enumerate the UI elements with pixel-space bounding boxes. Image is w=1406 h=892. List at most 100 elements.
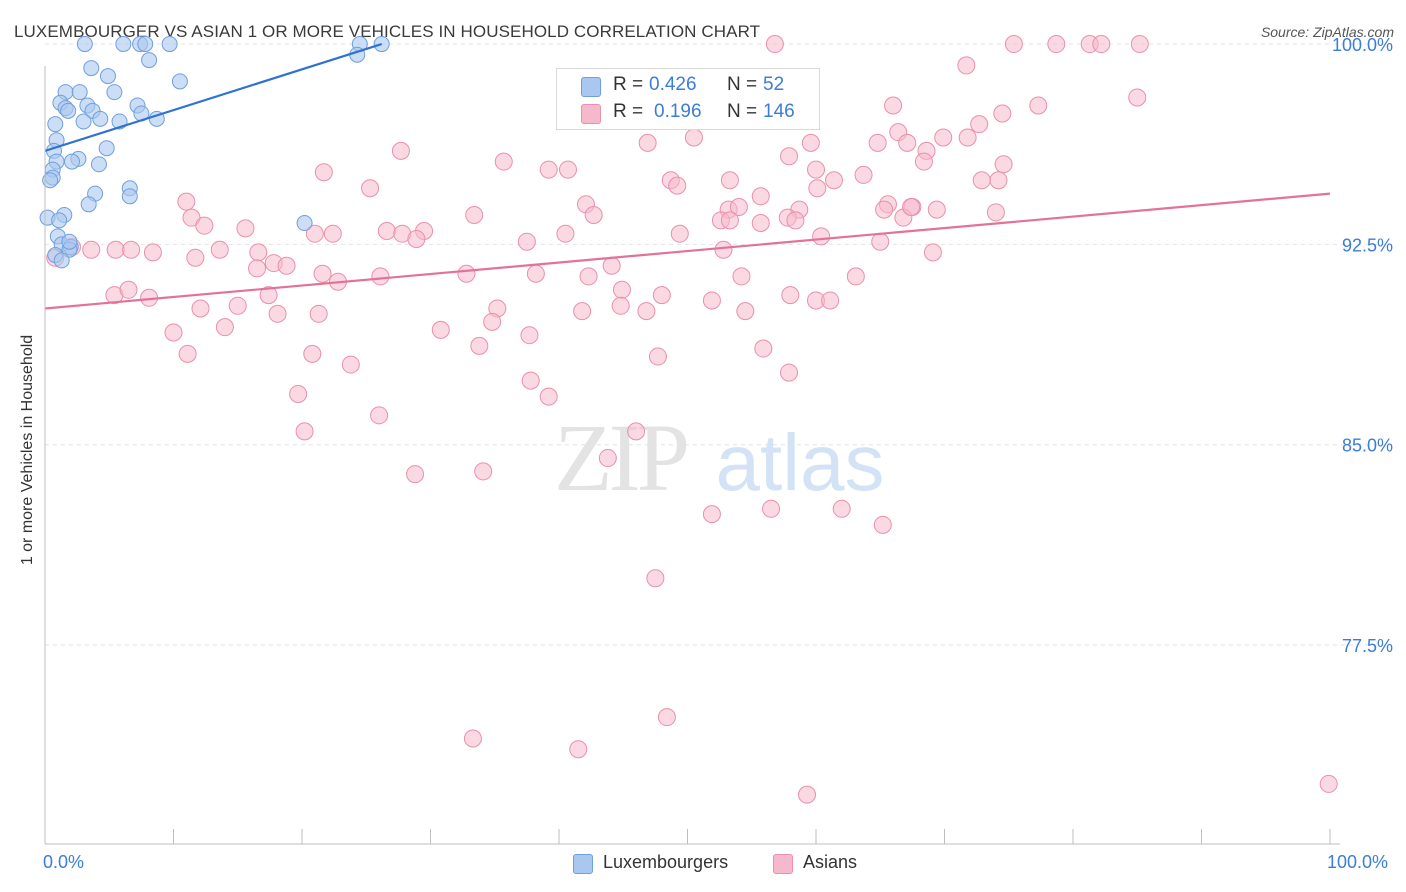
asians-point (309, 304, 328, 323)
asians-point (720, 211, 739, 230)
stats-legend: R = 0.426 N = 52 R = 0.196 N = 146 (556, 68, 820, 130)
asians-point (927, 200, 946, 219)
asians-point (627, 422, 646, 441)
y-axis-label: 1 or more Vehicles in Household (19, 334, 36, 566)
asians-point (323, 224, 342, 243)
source-label: Source: ZipAtlas.com (1260, 24, 1394, 40)
asians-point (259, 286, 278, 305)
asians-point (377, 222, 396, 241)
asians-point (902, 197, 921, 216)
asians-point (268, 304, 287, 323)
chart-title: LUXEMBOURGER VS ASIAN 1 OR MORE VEHICLES… (14, 22, 761, 41)
asians-point (873, 515, 892, 534)
legend-label: Asians (803, 852, 858, 872)
asians-point (611, 296, 630, 315)
asians-point (652, 286, 671, 305)
asians-point (248, 259, 267, 278)
asians-point (832, 499, 851, 518)
asians-points (46, 35, 1338, 804)
asians-point (923, 243, 942, 262)
asians-point (914, 152, 933, 171)
asians-point (210, 240, 229, 259)
luxembourgers-point (71, 84, 88, 101)
asians-point (470, 336, 489, 355)
asians-point (143, 243, 162, 262)
luxembourgers-point (90, 156, 107, 173)
y-tick-label: 92.5% (1342, 235, 1393, 255)
asians-point (313, 264, 332, 283)
x-tick-label-max: 100.0% (1327, 852, 1389, 872)
luxembourgers-point (83, 60, 100, 77)
asians-point (994, 155, 1013, 174)
asians-point (569, 740, 588, 759)
asians-point (598, 449, 617, 468)
asians-point (463, 729, 482, 748)
legend-swatch-pink (581, 104, 601, 124)
asians-point (494, 152, 513, 171)
asians-point (808, 179, 827, 198)
asians-point (821, 291, 840, 310)
luxembourgers-point (51, 212, 68, 229)
asians-point (875, 200, 894, 219)
asians-point (371, 267, 390, 286)
asians-point (556, 224, 575, 243)
asians-point (289, 384, 308, 403)
asians-point (465, 205, 484, 224)
asians-point (781, 286, 800, 305)
asians-point (824, 171, 843, 190)
legend-r-label: R = (613, 101, 644, 122)
legend-label: Luxembourgers (603, 852, 729, 872)
asians-point (249, 243, 268, 262)
asians-point (702, 505, 721, 524)
asians-point (762, 499, 781, 518)
asians-point (406, 465, 425, 484)
luxembourgers-point (98, 140, 115, 157)
asians-point (119, 280, 138, 299)
asians-point (314, 163, 333, 182)
asians-point (934, 128, 953, 147)
luxembourgers-point (76, 36, 93, 53)
asians-point (612, 280, 631, 299)
asians-point (106, 240, 125, 259)
luxembourgers-point (47, 116, 64, 133)
asians-point (657, 708, 676, 727)
asians-point (431, 320, 450, 339)
asians-point (303, 344, 322, 363)
legend-swatch-blue (573, 854, 593, 874)
asians-point (228, 296, 247, 315)
asians-point (277, 256, 296, 275)
asians-point (801, 133, 820, 152)
asians-point (457, 264, 476, 283)
legend-n-value: 52 (763, 74, 785, 95)
watermark-zip: ZIP (554, 404, 687, 511)
luxembourgers-point (141, 52, 158, 69)
luxembourgers-point (61, 233, 78, 250)
asians-point (1004, 35, 1023, 54)
luxembourgers-trend-line (44, 42, 383, 152)
asians-point (807, 160, 825, 179)
asians-point (182, 208, 201, 227)
asians-point (407, 230, 426, 249)
asians-point (539, 387, 558, 406)
asians-point (295, 422, 314, 441)
asians-point (751, 187, 770, 206)
asians-point (812, 227, 831, 246)
asians-point (520, 326, 539, 345)
asians-point (786, 211, 805, 230)
asians-point (539, 160, 558, 179)
y-tick-label: 77.5% (1342, 636, 1393, 656)
asians-point (558, 160, 577, 179)
asians-point (177, 192, 196, 211)
luxembourgers-point (99, 68, 116, 85)
asians-point (648, 347, 667, 366)
asians-point (526, 264, 545, 283)
asians-point (958, 128, 977, 147)
asians-point (702, 291, 721, 310)
asians-point (602, 256, 621, 275)
asians-point (370, 406, 389, 425)
legend-swatch-pink (773, 854, 793, 874)
asians-point (474, 462, 493, 481)
asians-point (573, 302, 592, 321)
luxembourgers-point (121, 188, 138, 205)
asians-point (638, 133, 657, 152)
